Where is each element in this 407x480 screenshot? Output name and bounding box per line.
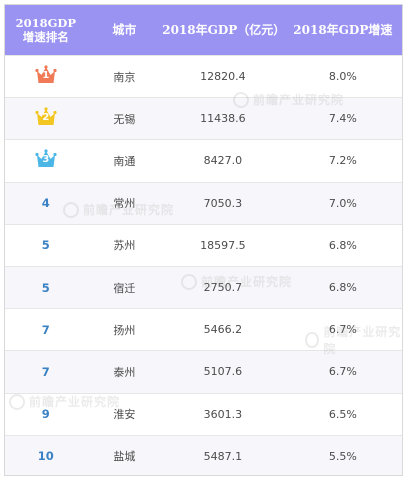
growth-cell: 7.0% bbox=[328, 196, 357, 210]
header-rank-line1: 2018GDP bbox=[15, 16, 77, 30]
gdp-cell: 3601.3 bbox=[203, 407, 243, 421]
gdp-cell: 5466.2 bbox=[203, 323, 243, 337]
rank-cell: 5 bbox=[5, 238, 87, 252]
crown-icon: 1 bbox=[35, 65, 57, 85]
growth-cell: 5.5% bbox=[328, 449, 357, 463]
gdp-cell: 5487.1 bbox=[203, 449, 243, 463]
table-row: 7 扬州 5466.2 6.7% bbox=[5, 308, 402, 351]
rank-number: 4 bbox=[41, 196, 50, 211]
growth-cell: 8.0% bbox=[328, 70, 357, 84]
rank-cell: 7 bbox=[5, 365, 87, 379]
growth-cell: 6.8% bbox=[328, 238, 357, 252]
header-rank-line2: 增速排名 bbox=[22, 30, 69, 44]
city-cell: 泰州 bbox=[113, 365, 136, 379]
city-cell: 南京 bbox=[113, 70, 136, 84]
gdp-cell: 5107.6 bbox=[203, 365, 243, 379]
rank-cell: 4 bbox=[5, 196, 87, 210]
rank-number: 2 bbox=[42, 112, 50, 124]
city-cell: 宿迁 bbox=[113, 281, 136, 295]
table-row: 7 泰州 5107.6 6.7% bbox=[5, 350, 402, 393]
rank-number: 9 bbox=[41, 407, 50, 422]
growth-cell: 6.7% bbox=[328, 323, 357, 337]
gdp-cell: 7050.3 bbox=[203, 196, 243, 210]
rank-cell: 10 bbox=[5, 449, 87, 463]
table-row: 10 盐城 5487.1 5.5% bbox=[5, 434, 402, 475]
city-cell: 盐城 bbox=[113, 450, 136, 464]
growth-cell: 7.4% bbox=[328, 112, 357, 126]
crown-icon: 2 bbox=[35, 107, 57, 127]
table-row: 2 无锡 11438.6 7.4% bbox=[5, 97, 402, 140]
growth-cell: 7.2% bbox=[328, 154, 357, 168]
table-header: 2018GDP 增速排名 城市 2018年GDP（亿元） 2018年GDP增速 bbox=[5, 5, 402, 55]
growth-cell: 6.7% bbox=[328, 365, 357, 379]
gdp-cell: 18597.5 bbox=[200, 238, 246, 252]
city-cell: 扬州 bbox=[113, 323, 136, 337]
city-cell: 无锡 bbox=[113, 112, 136, 126]
rank-number: 10 bbox=[37, 449, 54, 464]
table-row: 5 宿迁 2750.7 6.8% bbox=[5, 265, 402, 309]
rank-number: 1 bbox=[42, 70, 50, 82]
header-gdp: 2018年GDP（亿元） bbox=[162, 23, 286, 37]
header-rank: 2018GDP 增速排名 bbox=[5, 16, 87, 44]
rank-number: 7 bbox=[41, 364, 50, 379]
rank-cell: 5 bbox=[5, 281, 87, 295]
rank-cell: 9 bbox=[5, 407, 87, 421]
rank-cell: 2 bbox=[5, 107, 87, 130]
growth-cell: 6.8% bbox=[328, 281, 357, 295]
city-cell: 苏州 bbox=[113, 239, 136, 253]
table-row: 1 南京 12820.4 8.0% bbox=[5, 55, 402, 98]
table-row: 4 常州 7050.3 7.0% bbox=[5, 181, 402, 224]
crown-icon: 3 bbox=[35, 149, 57, 169]
gdp-cell: 2750.7 bbox=[203, 281, 243, 295]
table-row: 5 苏州 18597.5 6.8% bbox=[5, 223, 402, 266]
header-city: 城市 bbox=[112, 23, 137, 37]
table-row: 9 淮安 3601.3 6.5% bbox=[5, 392, 402, 435]
rank-cell: 1 bbox=[5, 65, 87, 88]
city-cell: 常州 bbox=[113, 197, 136, 211]
rank-cell: 3 bbox=[5, 149, 87, 172]
city-cell: 南通 bbox=[113, 154, 136, 168]
rank-cell: 7 bbox=[5, 323, 87, 337]
gdp-cell: 11438.6 bbox=[200, 112, 246, 126]
table-body: 1 南京 12820.4 8.0% 2 无锡 11438.6 7.4% 3 南通 8427.0 7.2… bbox=[5, 55, 402, 475]
rank-number: 5 bbox=[41, 280, 50, 295]
rank-number: 3 bbox=[42, 154, 50, 166]
city-cell: 淮安 bbox=[113, 408, 136, 422]
gdp-ranking-table: 2018GDP 增速排名 城市 2018年GDP（亿元） 2018年GDP增速 … bbox=[4, 4, 403, 476]
growth-cell: 6.5% bbox=[328, 407, 357, 421]
table-row: 3 南通 8427.0 7.2% bbox=[5, 139, 402, 182]
header-growth: 2018年GDP增速 bbox=[293, 23, 393, 37]
rank-number: 7 bbox=[41, 322, 50, 337]
rank-number: 5 bbox=[41, 238, 50, 253]
gdp-cell: 8427.0 bbox=[203, 154, 243, 168]
gdp-cell: 12820.4 bbox=[200, 70, 246, 84]
